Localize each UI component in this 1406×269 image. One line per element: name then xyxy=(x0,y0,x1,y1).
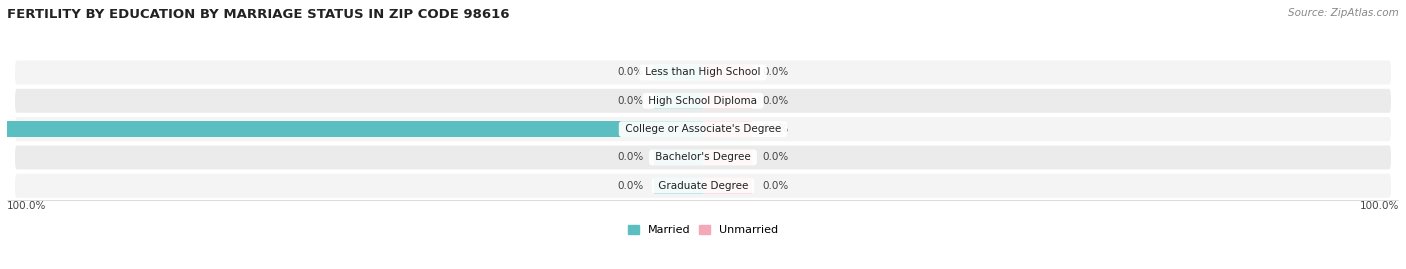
Text: Bachelor's Degree: Bachelor's Degree xyxy=(652,153,754,162)
Text: 0.0%: 0.0% xyxy=(617,181,644,191)
Bar xyxy=(654,93,703,109)
Text: 0.0%: 0.0% xyxy=(617,153,644,162)
FancyBboxPatch shape xyxy=(14,116,1392,142)
Bar xyxy=(703,93,752,109)
Text: 100.0%: 100.0% xyxy=(7,201,46,211)
FancyBboxPatch shape xyxy=(14,59,1392,86)
Bar xyxy=(703,65,752,80)
Text: College or Associate's Degree: College or Associate's Degree xyxy=(621,124,785,134)
Bar xyxy=(7,121,703,137)
Text: 0.0%: 0.0% xyxy=(617,96,644,106)
FancyBboxPatch shape xyxy=(14,144,1392,171)
Text: 0.0%: 0.0% xyxy=(762,153,789,162)
Bar xyxy=(654,150,703,165)
Bar xyxy=(703,150,752,165)
Text: 0.0%: 0.0% xyxy=(762,124,789,134)
Text: Less than High School: Less than High School xyxy=(643,68,763,77)
FancyBboxPatch shape xyxy=(14,88,1392,114)
Bar xyxy=(703,178,752,193)
Text: 0.0%: 0.0% xyxy=(762,181,789,191)
Text: Source: ZipAtlas.com: Source: ZipAtlas.com xyxy=(1288,8,1399,18)
Text: Graduate Degree: Graduate Degree xyxy=(655,181,751,191)
FancyBboxPatch shape xyxy=(14,173,1392,199)
Text: 0.0%: 0.0% xyxy=(617,68,644,77)
Text: 0.0%: 0.0% xyxy=(762,68,789,77)
Bar xyxy=(654,178,703,193)
Bar xyxy=(654,65,703,80)
Text: FERTILITY BY EDUCATION BY MARRIAGE STATUS IN ZIP CODE 98616: FERTILITY BY EDUCATION BY MARRIAGE STATU… xyxy=(7,8,509,21)
Legend: Married, Unmarried: Married, Unmarried xyxy=(623,220,783,240)
Text: High School Diploma: High School Diploma xyxy=(645,96,761,106)
Bar xyxy=(703,121,752,137)
Text: 0.0%: 0.0% xyxy=(762,96,789,106)
Text: 100.0%: 100.0% xyxy=(1360,201,1399,211)
